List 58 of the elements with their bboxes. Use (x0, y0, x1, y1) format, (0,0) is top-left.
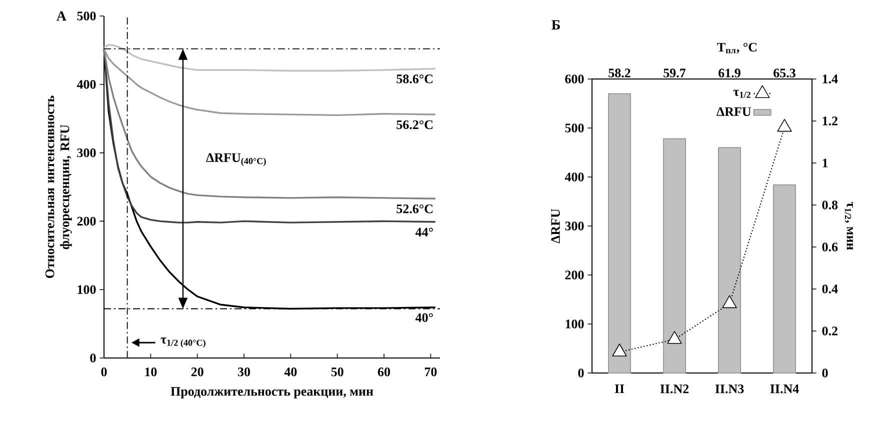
series-label: 58.6°C (396, 74, 432, 84)
y-axis-title: ΔRFU (551, 208, 560, 244)
y-tick-label: 300 (77, 148, 96, 158)
x-tick-label: II (614, 384, 624, 394)
x-tick-label: 30 (238, 368, 250, 376)
x-tick-label: II.N4 (770, 384, 799, 394)
point (667, 331, 682, 344)
y-tick-label: 600 (565, 74, 584, 84)
y2-tick-label: 0.2 (822, 326, 838, 336)
series-label: 52.6°C (396, 204, 432, 214)
y2-tick-label: 0.4 (822, 284, 838, 294)
y-tick-label: 400 (564, 172, 584, 182)
x-tick-label: 70 (424, 368, 437, 376)
text: 59.7 (664, 68, 686, 78)
y-tick-label: 300 (565, 222, 584, 230)
bar (608, 93, 632, 374)
bar (773, 184, 796, 374)
chart-title: А (56, 11, 66, 21)
annotation: ΔRFU$_{(40°C)}$ (206, 153, 266, 166)
x-tick-label: 60 (378, 368, 390, 376)
legend-label: τ$_{1/2}$ (733, 90, 750, 98)
x-tick-label: 10 (145, 368, 157, 376)
y-tick-label: 100 (78, 285, 96, 294)
y2-axis-title: τ$_{1/2}$, мин (844, 202, 853, 250)
y2-tick-label: 1.2 (822, 116, 838, 126)
bar (718, 147, 742, 374)
y-tick-label: 0 (90, 354, 96, 362)
y-tick-label: 400 (76, 80, 96, 89)
text: 61.9 (718, 68, 740, 78)
series-label: 40° (415, 313, 433, 322)
x-tick-label: 0 (101, 368, 107, 376)
y-axis-title: Относительная интенсивность флуоресценции, RFU (45, 96, 72, 278)
x-tick-label: 20 (191, 368, 204, 376)
y2-tick-label: 0.6 (822, 242, 838, 252)
y-tick-label: 200 (565, 270, 584, 280)
text: 58.2 (608, 68, 630, 78)
y-tick-label: 500 (565, 124, 584, 132)
point (612, 344, 627, 356)
y-tick-label: 500 (77, 12, 96, 20)
annotation: τ$_{1/2 (40°C)}$ (160, 338, 206, 348)
point (722, 295, 737, 308)
x-tick-label: II.N2 (660, 384, 689, 394)
chart-title: Б (552, 20, 560, 30)
text: 65.3 (774, 68, 796, 78)
y2-tick-label: 1 (822, 158, 828, 168)
y-tick-label: 200 (77, 216, 96, 226)
x-axis-title: Продолжительность реакции, мин (170, 387, 374, 398)
x-tick-label: II.N3 (715, 384, 744, 394)
x-tick-label: 50 (331, 368, 344, 376)
series-label: 44° (415, 228, 433, 236)
x-tick-label: 40 (284, 368, 297, 376)
bar (663, 138, 686, 374)
y2-tick-label: 1.4 (822, 74, 838, 84)
y-tick-label: 100 (566, 320, 584, 328)
x2-axis-title: T$_{пл}$, °C (717, 42, 756, 54)
y2-tick-label: 0.8 (822, 200, 838, 210)
legend-label: ΔRFU (716, 107, 751, 116)
series-label: 56.2°C (396, 120, 432, 130)
